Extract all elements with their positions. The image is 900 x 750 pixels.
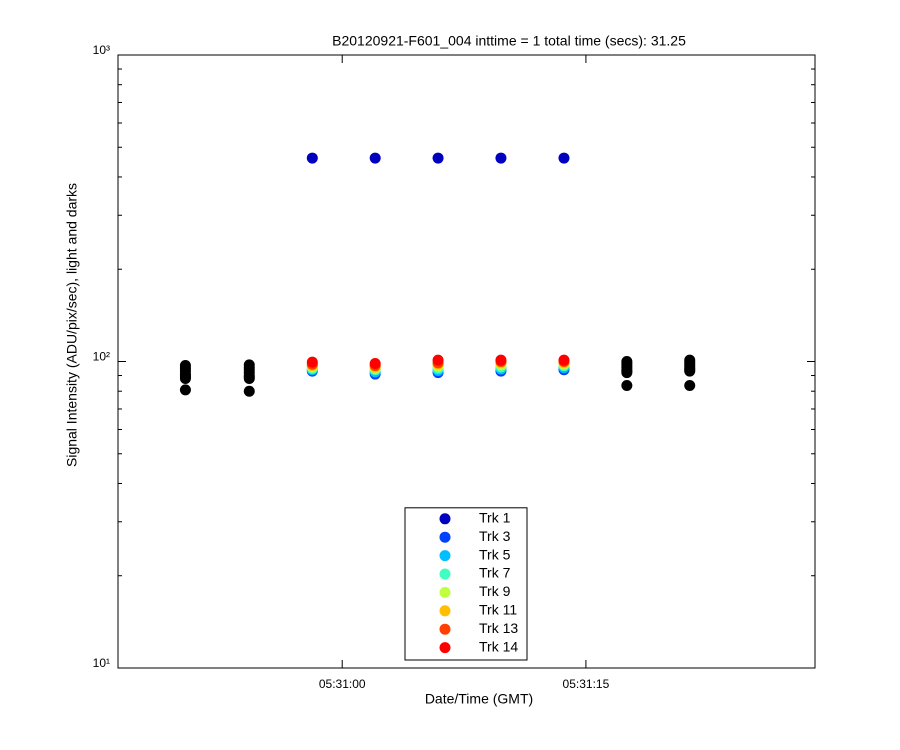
point [558, 152, 570, 164]
point [684, 365, 696, 377]
legend-marker [439, 642, 451, 654]
point [179, 373, 191, 385]
point [495, 152, 507, 164]
legend-marker [439, 568, 451, 580]
x-tick-label: 05:31:15 [563, 677, 610, 691]
legend-marker [439, 513, 451, 525]
legend-marker [439, 605, 451, 617]
legend-label: Trk 9 [479, 583, 511, 599]
point [369, 358, 381, 370]
legend-label: Trk 13 [479, 620, 518, 636]
legend-label: Trk 11 [479, 602, 517, 618]
chart-title: B20120921-F601_004 inttime = 1 total tim… [332, 33, 686, 49]
legend-marker [439, 586, 451, 598]
point [684, 380, 696, 392]
legend-label: Trk 7 [479, 565, 511, 581]
y-tick-label: 10³ [93, 43, 110, 57]
legend-marker [439, 623, 451, 635]
legend-label: Trk 3 [479, 528, 511, 544]
legend-box [404, 507, 528, 661]
y-tick-label: 10¹ [93, 656, 110, 670]
legend-label: Trk 1 [479, 510, 511, 526]
x-tick-label: 05:31:00 [319, 677, 366, 691]
point [495, 354, 507, 366]
y-axis-label: Signal Intensity (ADU/pix/sec), light an… [64, 183, 80, 467]
x-axis-label: Date/Time (GMT) [425, 691, 533, 707]
point [558, 354, 570, 366]
legend-marker [439, 550, 451, 562]
point [621, 380, 633, 392]
point [243, 373, 255, 385]
point [621, 367, 633, 379]
point [369, 152, 381, 164]
y-tick-label: 10² [93, 350, 110, 364]
legend-label: Trk 14 [479, 638, 518, 654]
legend-label: Trk 5 [479, 546, 511, 562]
point [432, 354, 444, 366]
point [243, 385, 255, 397]
legend-marker [439, 531, 451, 543]
point [306, 152, 318, 164]
point [179, 384, 191, 396]
point [306, 356, 318, 368]
point [432, 152, 444, 164]
